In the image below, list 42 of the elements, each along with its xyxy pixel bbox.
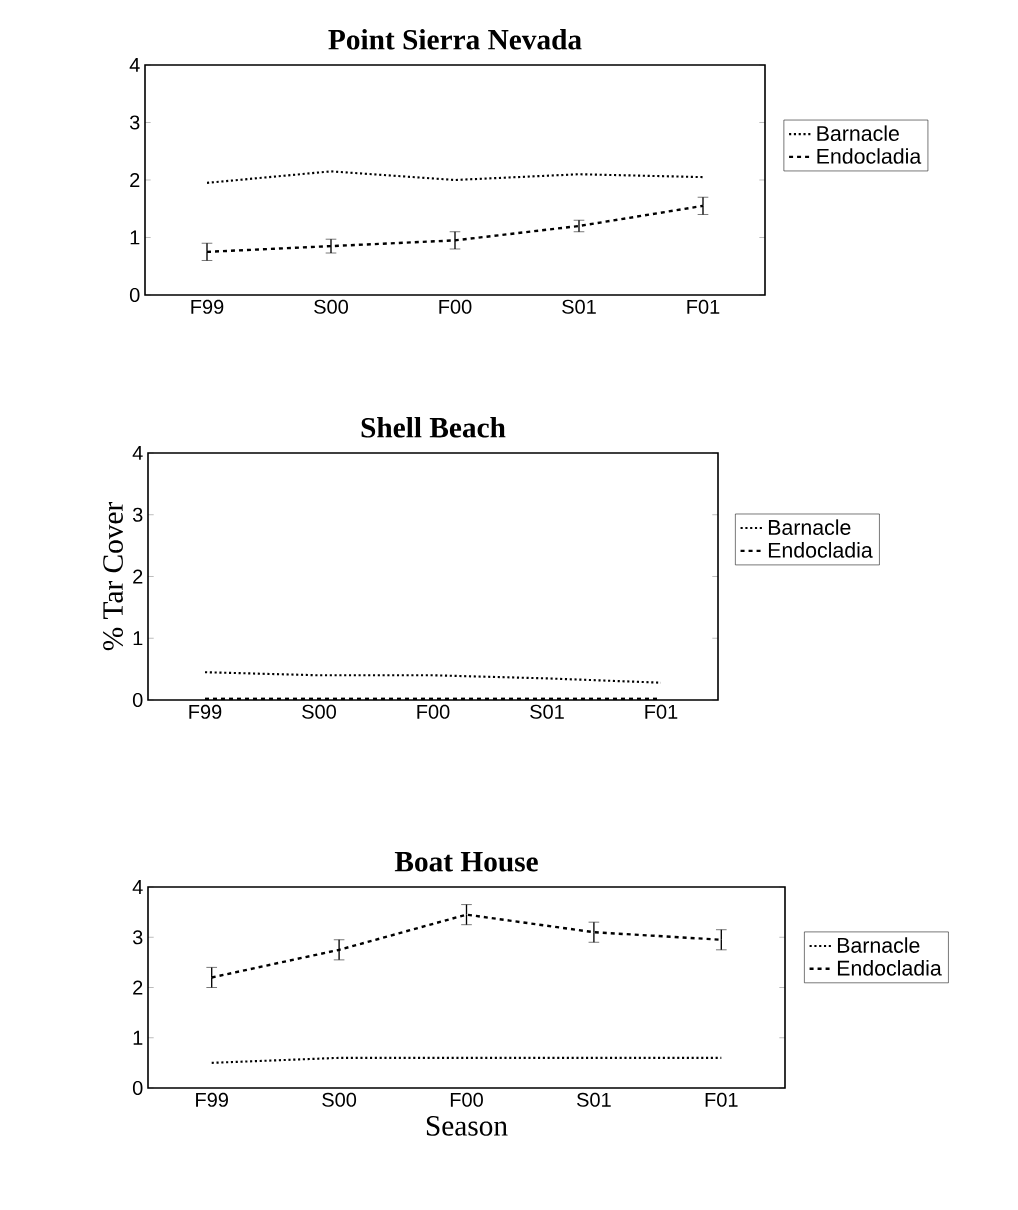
x-tick-label: F00 bbox=[450, 1092, 483, 1107]
x-tick-label: S01 bbox=[530, 704, 564, 719]
x-tick-label: F01 bbox=[645, 704, 678, 719]
x-tick-label: S00 bbox=[302, 704, 336, 719]
y-tick-label: 2 bbox=[133, 569, 143, 584]
y-tick-label: 0 bbox=[129, 287, 140, 303]
y-tick-label: 1 bbox=[133, 1030, 143, 1045]
y-axis-title: % Tar Cover bbox=[103, 502, 123, 651]
chart-title: Shell Beach bbox=[361, 416, 506, 438]
x-tick-label: S00 bbox=[314, 299, 348, 314]
x-tick-label: F99 bbox=[189, 704, 222, 719]
legend-label: Barnacle bbox=[837, 937, 920, 953]
y-tick-label: 2 bbox=[133, 980, 143, 995]
x-tick-label: F99 bbox=[191, 299, 224, 314]
chart-title: Boat House bbox=[394, 852, 538, 872]
x-tick-label: S01 bbox=[562, 299, 596, 314]
y-tick-label: 1 bbox=[130, 230, 140, 245]
x-tick-label: F99 bbox=[196, 1092, 228, 1107]
y-tick-label: 2 bbox=[130, 173, 140, 187]
legend-label: Endocladia bbox=[837, 960, 942, 976]
legend-label: Barnacle bbox=[768, 519, 851, 535]
legend-label: Barnacle bbox=[817, 125, 899, 142]
x-tick-label: F01 bbox=[705, 1092, 738, 1107]
x-tick-label: S00 bbox=[322, 1092, 357, 1107]
y-tick-label: 0 bbox=[132, 692, 143, 708]
line-series bbox=[205, 170, 705, 184]
chart-title: Point Sierra Nevada bbox=[328, 28, 582, 50]
y-tick-label: 0 bbox=[132, 1080, 143, 1096]
y-tick-label: 3 bbox=[132, 930, 143, 945]
y-tick-label: 1 bbox=[133, 631, 143, 646]
y-tick-label: 3 bbox=[129, 115, 140, 130]
x-tick-label: F01 bbox=[687, 299, 720, 314]
x-axis-title: Season bbox=[426, 1116, 508, 1136]
y-tick-label: 4 bbox=[132, 446, 143, 460]
x-tick-label: F00 bbox=[439, 299, 472, 314]
legend-label: Endocladia bbox=[768, 542, 873, 558]
y-tick-label: 4 bbox=[132, 880, 143, 894]
legend-label: Endocladia bbox=[817, 148, 922, 164]
y-tick-label: 3 bbox=[132, 507, 143, 522]
x-tick-label: S01 bbox=[577, 1092, 611, 1107]
y-tick-label: 4 bbox=[129, 58, 140, 72]
x-tick-label: F00 bbox=[417, 704, 450, 719]
